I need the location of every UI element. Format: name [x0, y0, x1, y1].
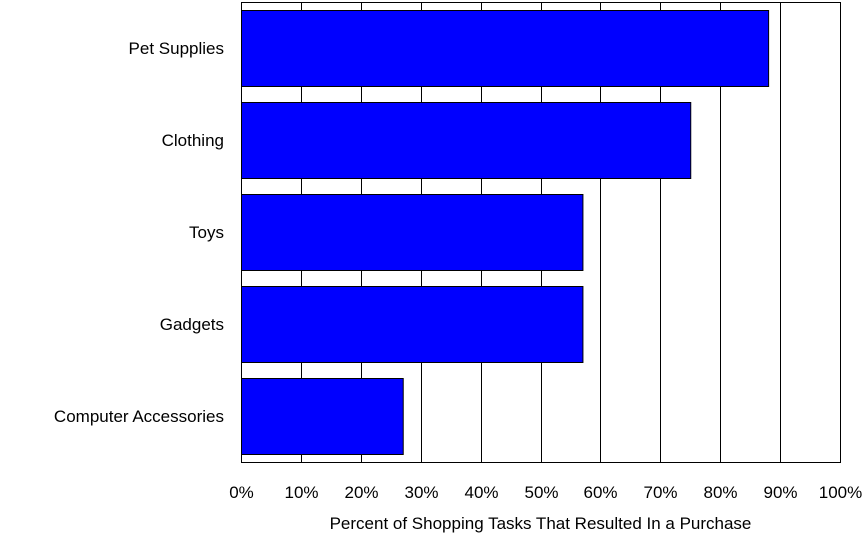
bar: [241, 10, 770, 87]
bars: [241, 10, 770, 455]
category-labels: Pet Supplies Clothing Toys Gadgets Computer …: [54, 39, 224, 426]
plot-frame: [241, 2, 841, 463]
x-tick-label: 30%: [404, 483, 438, 502]
x-tick-labels: 0% 10% 20% 30% 40% 50% 60% 70% 80% 90% 100%: [229, 483, 862, 502]
bar: [241, 102, 692, 179]
category-label: Computer Accessories: [54, 407, 224, 426]
x-tick-label: 70%: [643, 483, 677, 502]
x-tick-label: 90%: [763, 483, 797, 502]
x-axis-title: Percent of Shopping Tasks That Resulted …: [330, 514, 752, 533]
bar: [241, 286, 584, 363]
category-label: Gadgets: [160, 315, 224, 334]
bar: [241, 194, 584, 271]
x-tick-label: 20%: [344, 483, 378, 502]
x-tick-label: 100%: [819, 483, 862, 502]
x-tick-label: 0%: [229, 483, 254, 502]
x-tick-label: 80%: [703, 483, 737, 502]
bar: [241, 378, 404, 455]
x-tick-label: 10%: [284, 483, 318, 502]
x-tick-label: 50%: [524, 483, 558, 502]
x-tick-label: 40%: [464, 483, 498, 502]
category-label: Pet Supplies: [129, 39, 224, 58]
category-label: Clothing: [162, 131, 224, 150]
category-label: Toys: [189, 223, 224, 242]
x-tick-label: 60%: [583, 483, 617, 502]
